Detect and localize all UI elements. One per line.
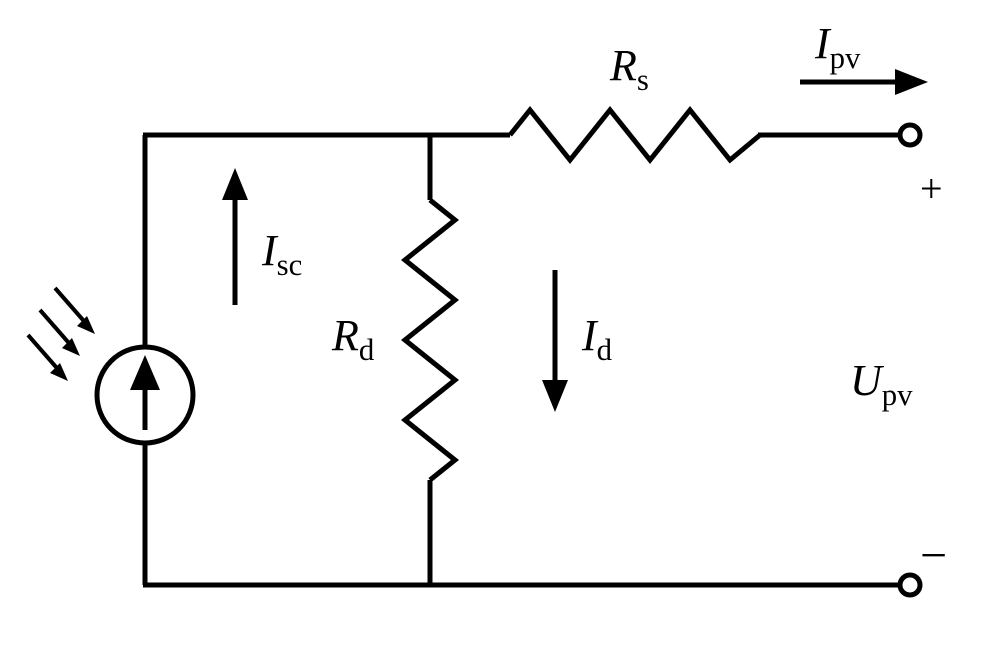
terminal-positive	[900, 125, 920, 145]
terminal-negative	[900, 575, 920, 595]
label-id: Id	[582, 310, 612, 368]
terminal-plus-sign: +	[920, 165, 943, 212]
isc-arrowhead	[222, 168, 248, 200]
terminal-minus-sign: −	[920, 528, 947, 583]
label-rd: Rd	[332, 310, 374, 368]
label-isc-sub: sc	[277, 248, 303, 282]
label-ipv-main: I	[815, 19, 830, 68]
label-id-sub: d	[597, 333, 612, 367]
label-id-main: I	[582, 311, 597, 360]
light-arrows	[28, 288, 95, 381]
id-arrowhead	[542, 380, 568, 412]
resistor-rs	[510, 110, 760, 160]
label-rs-sub: s	[637, 63, 649, 97]
label-isc: Isc	[262, 225, 302, 283]
circuit-svg	[0, 0, 1000, 671]
label-ipv-sub: pv	[830, 41, 861, 75]
label-upv: Upv	[850, 355, 913, 413]
pv-circuit-diagram: Isc Rd Id Rs Ipv Upv + −	[0, 0, 1000, 671]
label-rs: Rs	[610, 40, 649, 98]
label-upv-main: U	[850, 356, 882, 405]
label-upv-sub: pv	[882, 378, 913, 412]
ipv-arrowhead	[895, 69, 928, 95]
label-ipv: Ipv	[815, 18, 860, 76]
resistor-rd	[405, 200, 455, 480]
label-rd-sub: d	[359, 333, 374, 367]
current-source-arrowhead	[130, 355, 160, 390]
label-rd-main: R	[332, 311, 359, 360]
label-isc-main: I	[262, 226, 277, 275]
label-rs-main: R	[610, 41, 637, 90]
